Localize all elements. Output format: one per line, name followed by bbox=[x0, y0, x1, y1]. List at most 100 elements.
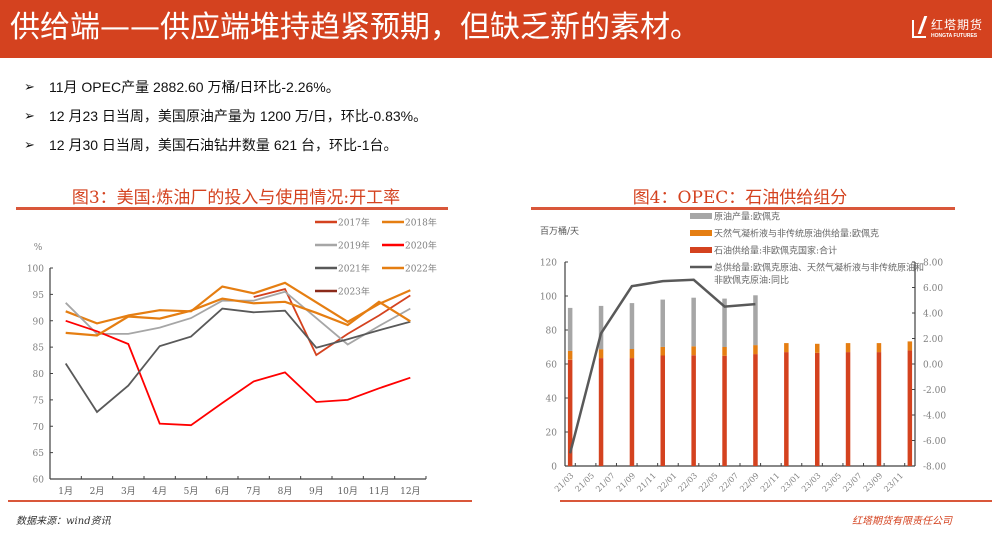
x-tick-label: 23/09 bbox=[862, 471, 885, 494]
x-tick-label: 6月 bbox=[215, 486, 230, 497]
divider bbox=[16, 207, 448, 210]
series-line-2018 bbox=[65, 281, 411, 325]
bar-segment bbox=[907, 341, 913, 351]
bar-segment bbox=[876, 352, 882, 466]
bar-segment bbox=[598, 358, 604, 466]
company-name: 红塔期货有限责任公司 bbox=[852, 516, 952, 527]
y2-tick-label: -2.00 bbox=[923, 386, 946, 396]
chart-title-fig4: 图4：OPEC：石油供给组分 bbox=[632, 188, 848, 208]
header-banner: 供给端——供应端堆持趋紧预期，但缺乏新的素材。 红塔期货 HONGTA FUTU… bbox=[0, 0, 992, 58]
x-tick-label: 12月 bbox=[400, 486, 420, 497]
company-logo: 红塔期货 HONGTA FUTURES bbox=[912, 16, 987, 44]
legend-label: 天然气凝析液与非传统原油供给量:欧佩克 bbox=[714, 228, 879, 240]
y-tick-label: 80 bbox=[546, 327, 558, 337]
refinery-utilization-chart: % 60 65 70 75 80 85 90 95 100 1月 2月 3月 4月 5月 6月 7月 8月 9月 10… bbox=[27, 217, 437, 498]
x-tick-label: 10月 bbox=[337, 486, 357, 497]
y-tick-label: 60 bbox=[546, 361, 558, 371]
bar-segment bbox=[691, 355, 696, 466]
bar-segment bbox=[660, 355, 665, 466]
y2-tick-label: 2.00 bbox=[923, 335, 943, 345]
legend-label: 2021年 bbox=[338, 263, 370, 275]
x-tick-label: 22/01 bbox=[656, 471, 679, 494]
x-tick-label: 22/07 bbox=[718, 471, 741, 494]
legend-label: 2017年 bbox=[338, 217, 370, 229]
bar-segment bbox=[660, 346, 665, 356]
y-tick-label: 70 bbox=[33, 423, 45, 433]
series-line-2020 bbox=[65, 319, 411, 427]
bullet-list: ➢ 11月 OPEC产量 2882.60 万桶/日环比-2.26%。 ➢ 12 … bbox=[24, 72, 427, 159]
series-line-2022 bbox=[65, 297, 411, 337]
bullet-item: ➢ 12 月23 日当周，美国原油产量为 1200 万/日，环比-0.83%。 bbox=[24, 101, 427, 130]
series-line-total-supply-yoy bbox=[568, 278, 756, 454]
y-axis-label: % bbox=[34, 243, 43, 253]
legend-swatch bbox=[690, 230, 712, 236]
data-source: 数据来源：wind资讯 bbox=[16, 516, 111, 527]
y-tick-label: 90 bbox=[33, 317, 45, 327]
logo-text-en: HONGTA FUTURES bbox=[931, 33, 978, 39]
x-tick-label: 3月 bbox=[121, 486, 136, 497]
logo-text-cn: 红塔期货 bbox=[931, 18, 984, 32]
x-tick-label: 22/09 bbox=[738, 471, 761, 494]
y-tick-label: 75 bbox=[33, 396, 45, 406]
y2-tick-label: 0.00 bbox=[923, 361, 943, 371]
divider bbox=[560, 500, 992, 502]
bar-segment bbox=[629, 303, 635, 349]
legend-label: 2020年 bbox=[405, 240, 437, 252]
arrow-right-icon: ➢ bbox=[24, 136, 35, 152]
bar-segment bbox=[815, 352, 820, 466]
bar-segment bbox=[907, 350, 913, 466]
bullet-item: ➢ 11月 OPEC产量 2882.60 万桶/日环比-2.26%。 bbox=[24, 72, 427, 101]
legend-swatch bbox=[690, 247, 712, 253]
page-title: 供给端——供应端堆持趋紧预期，但缺乏新的素材。 bbox=[10, 10, 700, 45]
legend-label: 2022年 bbox=[405, 263, 437, 275]
divider bbox=[8, 500, 472, 502]
y2-tick-label: 6.00 bbox=[923, 284, 943, 294]
x-tick-label: 2月 bbox=[90, 486, 105, 497]
bar-segment bbox=[567, 350, 573, 360]
y-tick-label: 80 bbox=[33, 370, 45, 380]
bar-segment bbox=[753, 345, 758, 355]
y-tick-label: 85 bbox=[33, 344, 45, 354]
bullet-text: 12 月30 日当周，美国石油钻井数量 621 台，环比-1台。 bbox=[49, 136, 398, 153]
x-tick-label: 22/11 bbox=[759, 471, 782, 494]
bar-segment bbox=[629, 349, 635, 358]
chart-title-fig3: 图3：美国:炼油厂的投入与使用情况:开工率 bbox=[71, 188, 401, 208]
y2-tick-label: 4.00 bbox=[923, 310, 943, 320]
x-tick-label: 1月 bbox=[58, 486, 73, 497]
x-tick-label: 21/07 bbox=[594, 471, 617, 494]
bar-segment bbox=[753, 354, 758, 466]
x-tick-label: 8月 bbox=[278, 486, 293, 497]
y-tick-label: 100 bbox=[540, 293, 557, 303]
y-tick-label: 60 bbox=[33, 476, 45, 486]
bar-segment bbox=[876, 343, 882, 353]
bar-segment bbox=[598, 305, 604, 350]
x-tick-label: 5月 bbox=[184, 486, 199, 497]
bar-segment bbox=[815, 343, 820, 353]
logo-icon bbox=[912, 20, 926, 38]
x-tick-label: 23/11 bbox=[882, 471, 905, 494]
x-tick-label: 22/05 bbox=[697, 471, 720, 494]
x-tick-label: 21/11 bbox=[635, 471, 658, 494]
x-tick-label: 21/09 bbox=[615, 471, 638, 494]
x-tick-label: 23/01 bbox=[779, 471, 802, 494]
y2-tick-label: -4.00 bbox=[923, 412, 946, 422]
y-tick-label: 100 bbox=[27, 265, 44, 275]
legend-label: 非欧佩克原油:同比 bbox=[714, 274, 789, 286]
bar-segment bbox=[722, 298, 727, 347]
legend-label: 2018年 bbox=[405, 217, 437, 229]
legend-label: 原油产量:欧佩克 bbox=[714, 211, 780, 223]
bullet-text: 12 月23 日当周，美国原油产量为 1200 万/日，环比-0.83%。 bbox=[49, 107, 428, 124]
y-axis-label: 百万桶/天 bbox=[540, 225, 579, 237]
x-tick-label: 4月 bbox=[152, 486, 167, 497]
bar-segment bbox=[629, 358, 635, 466]
bar-segment bbox=[567, 359, 573, 467]
bullet-text: 11月 OPEC产量 2882.60 万桶/日环比-2.26%。 bbox=[49, 78, 340, 95]
legend-label: 总供给量:欧佩克原油、天然气凝析液与非传统原油和 bbox=[714, 262, 924, 274]
x-tick-label: 22/03 bbox=[676, 471, 699, 494]
x-tick-label: 9月 bbox=[309, 486, 324, 497]
y-tick-label: 95 bbox=[33, 291, 45, 301]
bar-segment bbox=[845, 352, 851, 466]
bar-segment bbox=[753, 295, 758, 346]
bar-segment bbox=[722, 355, 727, 466]
bullet-item: ➢ 12 月30 日当周，美国石油钻井数量 621 台，环比-1台。 bbox=[24, 130, 427, 159]
